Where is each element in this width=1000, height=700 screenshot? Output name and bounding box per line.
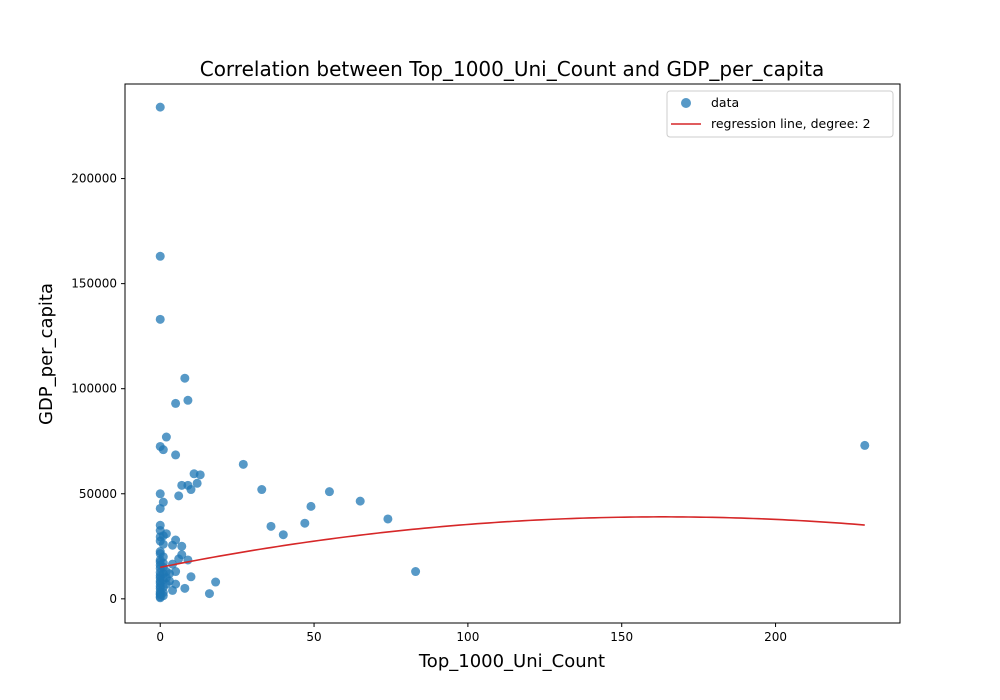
data-point [174,491,184,501]
x-tick-label: 100 [456,630,479,644]
data-point [177,541,187,551]
data-point [324,487,334,497]
data-point [155,251,165,261]
legend-frame [666,90,894,138]
y-axis-title: GDP_per_capita [36,283,57,425]
data-point [174,554,184,564]
legend: data regression line, degree: 2 [666,90,894,138]
y-tick-label: 0 [109,592,117,606]
data-point [168,585,178,595]
y-axis: 0 50000 100000 150000 200000 [71,172,125,606]
data-point [155,489,165,499]
x-tick-label: 150 [610,630,633,644]
data-point [211,577,221,587]
x-tick-label: 0 [156,630,164,644]
x-tick-label: 200 [764,630,787,644]
data-point [180,373,190,383]
legend-scatter-marker [681,98,691,108]
data-point [155,102,165,112]
data-point [383,514,393,524]
data-point [192,478,202,488]
x-axis-title: Top_1000_Uni_Count [418,651,605,672]
data-point [171,398,181,408]
plot-frame [124,83,901,624]
data-point [186,572,196,582]
data-point [186,485,196,495]
y-tick-label: 200000 [71,172,117,186]
data-point [171,450,181,460]
legend-label-regression: regression line, degree: 2 [711,116,871,131]
chart-title: Correlation between Top_1000_Uni_Count a… [200,57,825,81]
data-point [168,540,178,550]
data-point [238,459,248,469]
regression-line [160,516,865,569]
y-tick-label: 50000 [79,487,117,501]
data-point [195,470,205,480]
x-axis: 0 50 100 150 200 [156,623,787,644]
y-tick-label: 150000 [71,277,117,291]
data-point [278,530,288,540]
data-point [177,480,187,490]
data-point [161,432,171,442]
legend-label-data: data [711,95,739,110]
x-tick-label: 50 [306,630,321,644]
data-point [155,593,165,603]
data-point [306,501,316,511]
data-point [300,518,310,528]
data-point [155,503,165,513]
plot-content [155,102,870,603]
y-tick-label: 100000 [71,382,117,396]
data-point [204,589,214,599]
data-point [158,445,168,455]
data-point [183,395,193,405]
data-point [180,583,190,593]
data-point [411,567,421,577]
data-point [155,314,165,324]
data-point [266,521,276,531]
data-point [158,539,168,549]
data-point [355,496,365,506]
data-point [257,485,267,495]
data-point [860,440,870,450]
